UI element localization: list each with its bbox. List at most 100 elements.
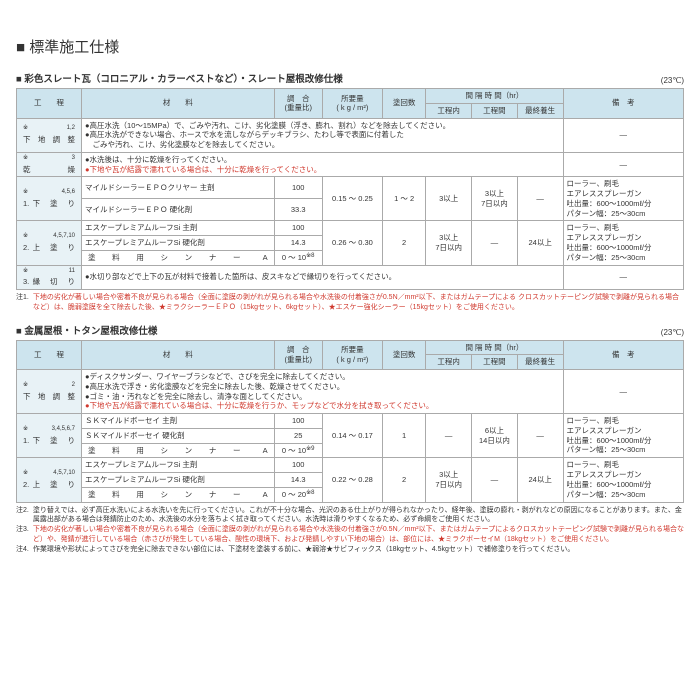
t2-row-top-1: ※4,5,7,10 2. 上 塗 り エスケープレミアムルーフSi 主剤 100… <box>17 458 684 473</box>
t2-top-ratio2: 14.3 <box>274 473 322 488</box>
t2-primer-req: 0.14 ～ 0.17 <box>322 414 382 458</box>
t2-primer-ratio1: 100 <box>274 414 322 429</box>
t2-th-interval: 間 隔 時 間（hr） <box>426 340 563 355</box>
stage-top: ※4,5,7,10 2. 上 塗 り <box>17 221 82 265</box>
row-dry: ※3 乾 燥 ●水洗後は、十分に乾燥を行ってください。 ●下地や瓦が結露で濡れて… <box>17 152 684 177</box>
stage-edge: ※11 3. 縁 切 り <box>17 265 82 290</box>
t2-top-intcure: 24以上 <box>517 458 563 502</box>
baseprep-remarks: — <box>563 118 683 152</box>
primer-mat1: マイルドシーラーＥＰＯクリヤー 主剤 <box>82 177 275 199</box>
t2-stage-baseprep: ※2 下 地 調 整 <box>17 370 82 414</box>
primer-ratio2: 33.3 <box>274 199 322 221</box>
temp-note-2: (23℃) <box>661 328 684 337</box>
row-edge: ※11 3. 縁 切 り ●水切り部などで上下の瓦が材料で接着した箇所は、皮スキ… <box>17 265 684 290</box>
th-count: 塗回数 <box>382 89 425 119</box>
th-stage: 工 程 <box>17 89 82 119</box>
section1-title: ■ 彩色スレート瓦（コロニアル・カラーベストなど）・スレート屋根改修仕様 <box>16 71 343 85</box>
row-baseprep: ※1,2 下 地 調 整 ●高圧水洗（10～15MPa）で、ごみや汚れ、こけ、劣… <box>17 118 684 152</box>
table1-notes: 注1. 下地の劣化が著しい場合や密着不良が見られる場合（全面に塗膜の剥がれが見ら… <box>16 293 684 313</box>
t2-stage-top: ※4,5,7,10 2. 上 塗 り <box>17 458 82 502</box>
stage-primer: ※4,5,6 1. 下 塗 り <box>17 177 82 221</box>
t2-primer-mat3: 塗 料 用 シ ン ナ ー A <box>82 443 275 458</box>
th-int-between: 工程間 <box>472 103 518 118</box>
t2-row-baseprep: ※2 下 地 調 整 ●ディスクサンダー、ワイヤーブラシなどで、さびを完全に除去… <box>17 370 684 414</box>
spec-table-2: 工 程 材 料 調 合 (重量比) 所要量 ( k g / m²) 塗回数 間 … <box>16 340 684 503</box>
t2-th-ratio: 調 合 (重量比) <box>274 340 322 370</box>
top-req: 0.26 ～ 0.30 <box>322 221 382 265</box>
t2-header-row-1: 工 程 材 料 調 合 (重量比) 所要量 ( k g / m²) 塗回数 間 … <box>17 340 684 355</box>
temp-note: (23℃) <box>661 76 684 85</box>
t2-th-material: 材 料 <box>82 340 275 370</box>
top-ratio3: 0 ～ 10※8 <box>274 250 322 265</box>
primer-intin: 3以上 <box>426 177 472 221</box>
spec-table-1: 工 程 材 料 調 合 (重量比) 所要量 ( k g / m²) 塗回数 間 … <box>16 88 684 290</box>
th-material: 材 料 <box>82 89 275 119</box>
edge-remarks: — <box>563 265 683 290</box>
primer-intbet: 3以上 7日以内 <box>472 177 518 221</box>
top-mat3: 塗 料 用 シ ン ナ ー A <box>82 250 275 265</box>
t2-th-remarks: 備 考 <box>563 340 683 370</box>
stage-dry: ※3 乾 燥 <box>17 152 82 177</box>
t2-top-mat1: エスケープレミアムルーフSi 主剤 <box>82 458 275 473</box>
top-count: 2 <box>382 221 425 265</box>
t2-top-intbet: — <box>472 458 518 502</box>
t2-row-primer-1: ※3,4,5,6,7 1. 下 塗 り ＳＫマイルドボーセイ 主剤 100 0.… <box>17 414 684 429</box>
t2-primer-mat1: ＳＫマイルドボーセイ 主剤 <box>82 414 275 429</box>
t2-th-int-in: 工程内 <box>426 355 472 370</box>
t2-top-remarks: ローラー、刷毛 エアレススプレーガン 吐出量：600～1000mℓ/分 パターン… <box>563 458 683 502</box>
note2-body: 塗り替えでは、必ず高圧水洗いによる水洗いを先に行ってください。これが不十分な場合… <box>33 506 684 526</box>
table2-notes: 注2. 塗り替えでは、必ず高圧水洗いによる水洗いを先に行ってください。これが不十… <box>16 506 684 555</box>
primer-count: 1 ～ 2 <box>382 177 425 221</box>
section2-title: ■ 金属屋根・トタン屋根改修仕様 <box>16 323 157 337</box>
stage-baseprep: ※1,2 下 地 調 整 <box>17 118 82 152</box>
t2-primer-mat2: ＳＫマイルドボーセイ 硬化剤 <box>82 428 275 443</box>
header-row-1: 工 程 材 料 調 合 (重量比) 所要量 ( k g / m²) 塗回数 間 … <box>17 89 684 104</box>
edge-text: ●水切り部などで上下の瓦が材料で接着した箇所は、皮スキなどで縁切りを行ってくださ… <box>82 265 564 290</box>
primer-req: 0.15 ～ 0.25 <box>322 177 382 221</box>
t2-primer-count: 1 <box>382 414 425 458</box>
primer-remarks: ローラー、刷毛 エアレススプレーガン 吐出量：600～1000mℓ/分 パターン… <box>563 177 683 221</box>
t2-top-ratio3: 0 ～ 20※8 <box>274 487 322 502</box>
t2-th-int-cure: 最終養生 <box>517 355 563 370</box>
th-required: 所要量 ( k g / m²) <box>322 89 382 119</box>
t2-th-int-between: 工程間 <box>472 355 518 370</box>
primer-mat2: マイルドシーラーＥＰＯ 硬化剤 <box>82 199 275 221</box>
page-title: ■ 標準施工仕様 <box>16 36 684 57</box>
row-primer-1: ※4,5,6 1. 下 塗 り マイルドシーラーＥＰＯクリヤー 主剤 100 0… <box>17 177 684 199</box>
t2-baseprep-remarks: — <box>563 370 683 414</box>
top-mat2: エスケープレミアムルーフSi 硬化剤 <box>82 236 275 251</box>
t2-primer-intcure: — <box>517 414 563 458</box>
dry-remarks: — <box>563 152 683 177</box>
primer-ratio1: 100 <box>274 177 322 199</box>
top-remarks: ローラー、刷毛 エアレススプレーガン 吐出量：600～1000mℓ/分 パターン… <box>563 221 683 265</box>
t2-top-count: 2 <box>382 458 425 502</box>
th-int-cure: 最終養生 <box>517 103 563 118</box>
note1-label: 注1. <box>16 293 29 313</box>
t2-primer-intbet: 6以上 14日以内 <box>472 414 518 458</box>
top-ratio1: 100 <box>274 221 322 236</box>
t2-top-mat3: 塗 料 用 シ ン ナ ー A <box>82 487 275 502</box>
t2-primer-remarks: ローラー、刷毛 エアレススプレーガン 吐出量：600～1000mℓ/分 パターン… <box>563 414 683 458</box>
note2-label: 注2. <box>16 506 29 526</box>
t2-primer-intin: — <box>426 414 472 458</box>
top-mat1: エスケープレミアムルーフSi 主剤 <box>82 221 275 236</box>
th-int-in: 工程内 <box>426 103 472 118</box>
note3-body: 下地の劣化が著しい場合や密着不良が見られる場合（全面に塗膜の剥がれが見られる場合… <box>33 525 684 545</box>
t2-primer-ratio3: 0 ～ 10※9 <box>274 443 322 458</box>
note4-body: 作業環境や形状によってさびを完全に除去できない部位には、下塗材を塗装する前に、★… <box>33 545 574 555</box>
baseprep-text: ●高圧水洗（10～15MPa）で、ごみや汚れ、こけ、劣化塗膜（浮き、膨れ、割れ）… <box>82 118 564 152</box>
t2-top-req: 0.22 ～ 0.28 <box>322 458 382 502</box>
note1-body: 下地の劣化が著しい場合や密着不良が見られる場合（全面に塗膜の剥がれが見られる場合… <box>33 293 684 313</box>
t2-top-intin: 3以上 7日以内 <box>426 458 472 502</box>
primer-intcure: — <box>517 177 563 221</box>
t2-top-mat2: エスケープレミアムルーフSi 硬化剤 <box>82 473 275 488</box>
t2-stage-primer: ※3,4,5,6,7 1. 下 塗 り <box>17 414 82 458</box>
th-ratio: 調 合 (重量比) <box>274 89 322 119</box>
t2-th-required: 所要量 ( k g / m²) <box>322 340 382 370</box>
t2-baseprep-text: ●ディスクサンダー、ワイヤーブラシなどで、さびを完全に除去してください。 ●高圧… <box>82 370 564 414</box>
top-intin: 3以上 7日以内 <box>426 221 472 265</box>
t2-th-count: 塗回数 <box>382 340 425 370</box>
t2-top-ratio1: 100 <box>274 458 322 473</box>
note3-label: 注3. <box>16 525 29 545</box>
th-interval: 間 隔 時 間（hr） <box>426 89 563 104</box>
